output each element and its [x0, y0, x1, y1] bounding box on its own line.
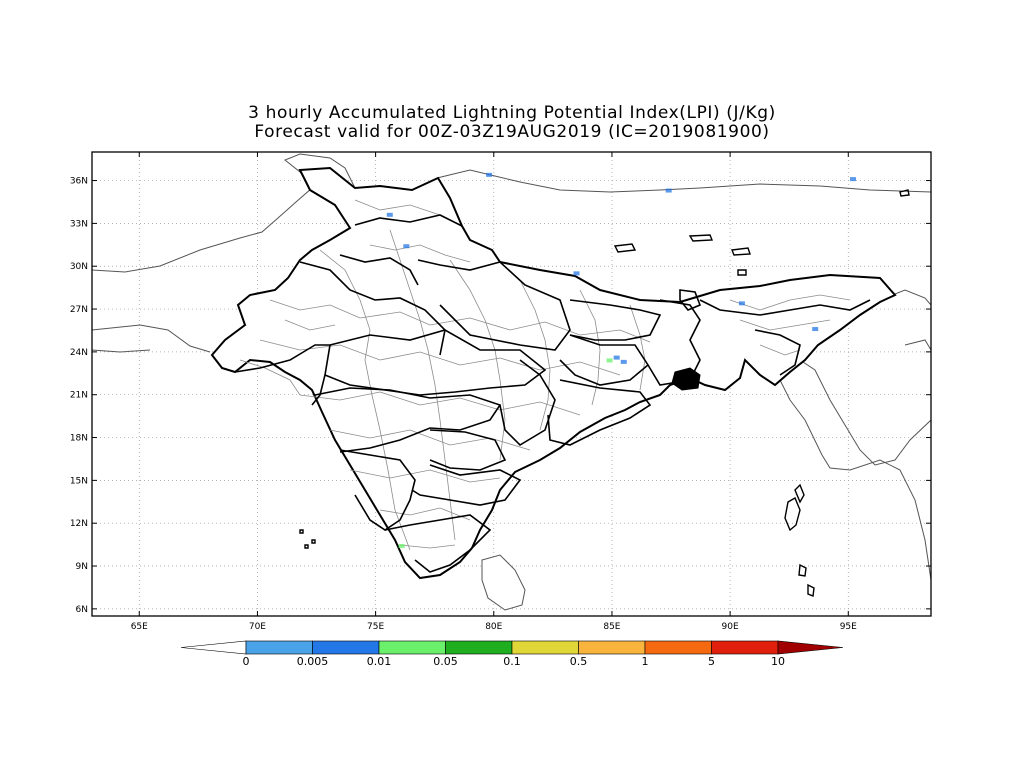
- axis-ticks: 36N 33N 30N 27N 24N 21N 18N 15N 12N 9N 6N 65E 70E 75E…: [70, 152, 931, 632]
- colorbar-label: 0: [243, 655, 250, 668]
- lat-tick-label: 30N: [70, 262, 88, 272]
- colorbar-box: [711, 640, 779, 655]
- district-boundaries: [239, 199, 851, 551]
- colorbar-box: [644, 640, 712, 655]
- sri-lanka-boundary: [481, 554, 526, 611]
- sundarbans-delta: [671, 367, 701, 391]
- lpi-cell: [398, 544, 405, 549]
- colorbar-box: [378, 640, 446, 655]
- state-boundary-punjab: [339, 254, 419, 286]
- map-title: 3 hourly Accumulated Lightning Potential…: [92, 104, 932, 142]
- colorbar-box: [312, 640, 380, 655]
- india-boundary: [210, 166, 897, 580]
- pakistan-border-boundary: [92, 153, 356, 273]
- lake-1: [613, 243, 637, 253]
- lon-tick-label: 65E: [131, 622, 148, 632]
- colorbar-label: 0.05: [433, 655, 458, 668]
- colorbar-label: 0.005: [297, 655, 329, 668]
- neighbor-boundaries: [92, 153, 931, 581]
- colorbar-box: [245, 640, 313, 655]
- colorbar-box: [511, 640, 579, 655]
- map-frame: [91, 151, 932, 617]
- lake-3: [731, 247, 751, 256]
- lon-tick-label: 70E: [249, 622, 266, 632]
- colorbar: 0 0.005 0.01 0.05 0.1 0.5 1 5 10: [180, 640, 844, 668]
- state-boundary-ne-1: [699, 299, 871, 316]
- lakshadweep-islands: [299, 529, 316, 549]
- arabian-coast-iran: [92, 349, 151, 353]
- state-boundary-ap: [411, 464, 522, 506]
- lon-tick-label: 95E: [840, 622, 857, 632]
- myanmar-boundary: [799, 359, 931, 466]
- title-line-2: Forecast valid for 00Z-03Z19AUG2019 (IC=…: [254, 122, 770, 142]
- lon-tick-label: 85E: [603, 622, 620, 632]
- islands: [299, 189, 910, 597]
- lake-2: [688, 234, 714, 242]
- lon-tick-label: 90E: [722, 622, 739, 632]
- state-boundary-telangana: [429, 429, 507, 471]
- colorbar-right-arrow: [777, 640, 844, 655]
- myanmar-coast: [779, 379, 931, 581]
- china-south-boundary: [904, 339, 931, 351]
- state-boundaries: [234, 214, 871, 573]
- state-boundary-up: [417, 259, 571, 351]
- lat-tick-label: 18N: [70, 434, 88, 444]
- colorbar-box: [578, 640, 646, 655]
- colorbar-label: 0.1: [503, 655, 521, 668]
- state-boundary-jk: [354, 214, 463, 227]
- lat-tick-label: 33N: [70, 219, 88, 229]
- state-boundary-sikkim: [679, 289, 702, 311]
- lon-tick-label: 75E: [367, 622, 384, 632]
- lat-tick-label: 9N: [76, 562, 88, 572]
- lon-tick-label: 80E: [485, 622, 502, 632]
- colorbar-label: 10: [771, 655, 785, 668]
- lat-tick-label: 6N: [76, 605, 88, 615]
- colorbar-label: 1: [642, 655, 649, 668]
- colorbar-label: 0.5: [570, 655, 588, 668]
- nicobar-islands: [798, 563, 815, 597]
- china-tibet-boundary: [436, 169, 931, 193]
- colorbar-label: 0.01: [367, 655, 392, 668]
- lat-tick-label: 24N: [70, 348, 88, 358]
- afghanistan-pakistan-boundary: [92, 324, 211, 353]
- map-content: [92, 153, 931, 611]
- lake-5: [737, 269, 747, 276]
- lpi-cell: [665, 188, 672, 193]
- lat-tick-label: 36N: [70, 177, 88, 187]
- colorbar-box: [445, 640, 513, 655]
- lat-tick-label: 21N: [70, 391, 88, 401]
- state-boundary-odisha: [547, 379, 652, 446]
- state-boundary-maharashtra: [314, 387, 502, 453]
- state-boundary-ne-2: [754, 329, 801, 376]
- lpi-cells-layer: [386, 172, 857, 549]
- state-boundary-jharkhand: [559, 334, 650, 386]
- colorbar-left-arrow: [180, 640, 247, 655]
- state-boundary-rajasthan: [299, 261, 446, 356]
- lake-4: [899, 189, 910, 197]
- state-boundary-karnataka: [339, 449, 416, 531]
- andaman-islands: [784, 496, 801, 532]
- lpi-cell: [613, 355, 620, 360]
- lat-tick-label: 15N: [70, 476, 88, 486]
- lpi-cell: [573, 271, 580, 276]
- lpi-cell: [620, 359, 627, 364]
- lpi-cell: [403, 244, 410, 249]
- lpi-cell: [486, 172, 493, 177]
- andaman-islands-2: [794, 483, 805, 504]
- lpi-cell: [386, 212, 393, 217]
- lpi-cell: [738, 301, 745, 306]
- title-line-1: 3 hourly Accumulated Lightning Potential…: [248, 103, 776, 123]
- lpi-cell: [812, 327, 819, 332]
- state-boundary-chhattisgarh: [499, 359, 556, 447]
- state-boundary-bihar: [569, 299, 662, 341]
- lpi-cell: [606, 358, 613, 363]
- state-boundary-gujarat: [234, 344, 331, 406]
- lat-tick-label: 27N: [70, 305, 88, 315]
- lpi-cell: [850, 177, 857, 182]
- lat-tick-label: 12N: [70, 519, 88, 529]
- state-boundary-wb: [647, 299, 701, 386]
- state-boundary-tn: [384, 514, 492, 573]
- colorbar-label: 5: [708, 655, 715, 668]
